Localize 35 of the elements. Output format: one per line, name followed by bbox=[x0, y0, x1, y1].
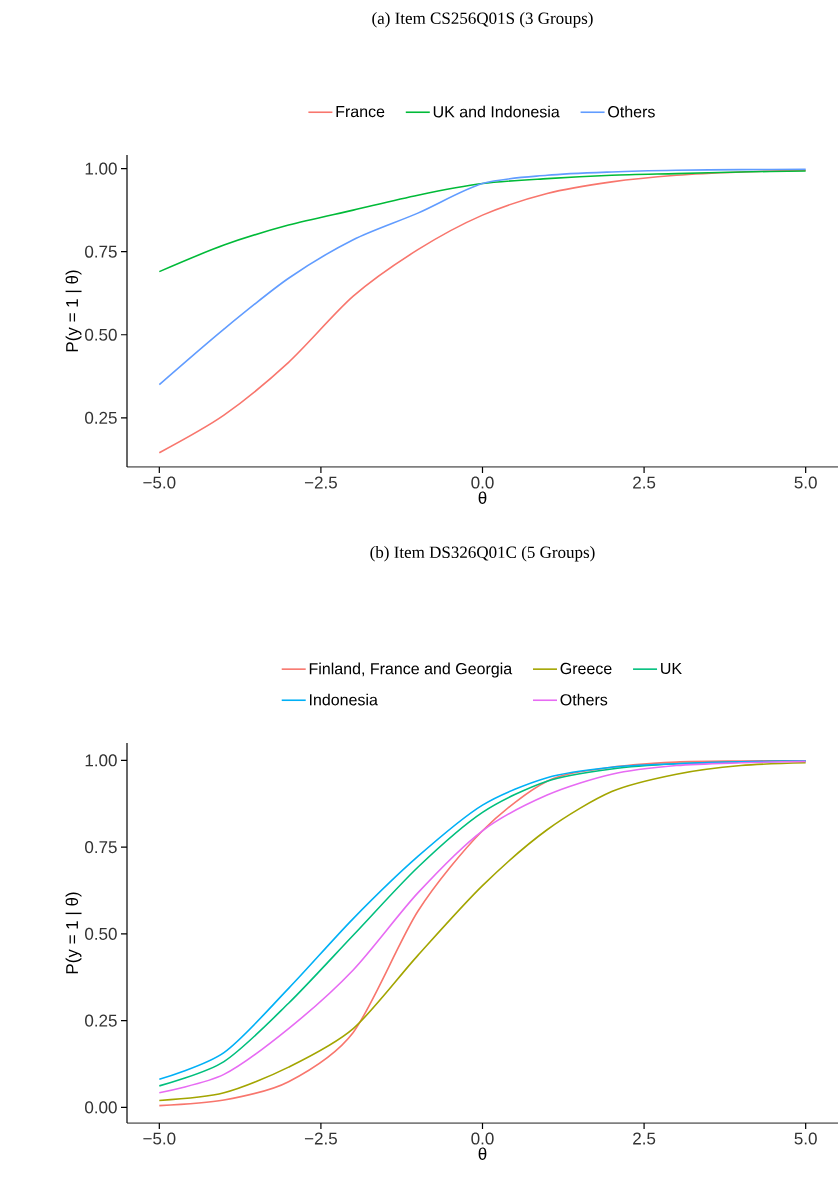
y-axis-title: P(y = 1 | θ) bbox=[65, 892, 82, 974]
x-tick-label: −2.5 bbox=[304, 1132, 337, 1145]
x-axis-title: θ bbox=[478, 491, 487, 504]
y-tick-label: 1.00 bbox=[85, 162, 117, 175]
legend-label: Finland, France and Georgia bbox=[309, 662, 513, 678]
x-tick-label: 0.0 bbox=[471, 476, 494, 489]
x-tick-label: 5.0 bbox=[794, 476, 817, 489]
y-tick-label: 0.00 bbox=[85, 1101, 117, 1114]
legend-label: Others bbox=[608, 105, 655, 118]
y-tick-label: 0.25 bbox=[85, 411, 117, 424]
y-tick-label: 0.50 bbox=[85, 328, 117, 341]
x-tick-label: −5.0 bbox=[143, 476, 176, 489]
legend-label: Others bbox=[560, 693, 608, 706]
legend-label: France bbox=[336, 105, 385, 118]
y-tick-label: 1.00 bbox=[85, 754, 117, 767]
line-series bbox=[158, 168, 807, 386]
legend-label: Indonesia bbox=[309, 693, 378, 706]
y-tick-label: 0.75 bbox=[85, 841, 117, 854]
x-tick-label: 2.5 bbox=[633, 476, 656, 489]
x-tick-label: −5.0 bbox=[143, 1132, 176, 1145]
x-axis-title: θ bbox=[478, 1147, 487, 1160]
y-axis-title: P(y = 1 | θ) bbox=[65, 270, 82, 352]
y-tick-label: 0.50 bbox=[85, 927, 117, 940]
x-tick-label: 5.0 bbox=[794, 1132, 817, 1145]
y-tick-label: 0.75 bbox=[85, 245, 117, 258]
legend-label: UK bbox=[661, 662, 682, 675]
x-tick-label: 2.5 bbox=[633, 1132, 656, 1145]
chart-title: (b) Item DS326Q01C (5 Groups) bbox=[370, 546, 595, 562]
y-tick-label: 0.25 bbox=[85, 1014, 117, 1027]
line-series bbox=[158, 170, 807, 273]
legend-label: Greece bbox=[560, 662, 612, 675]
chart-title: (a) Item CS256Q01S (3 Groups) bbox=[372, 12, 593, 28]
x-tick-label: 0.0 bbox=[471, 1132, 494, 1145]
x-tick-label: −2.5 bbox=[304, 476, 337, 489]
legend-label: UK and Indonesia bbox=[433, 105, 560, 118]
